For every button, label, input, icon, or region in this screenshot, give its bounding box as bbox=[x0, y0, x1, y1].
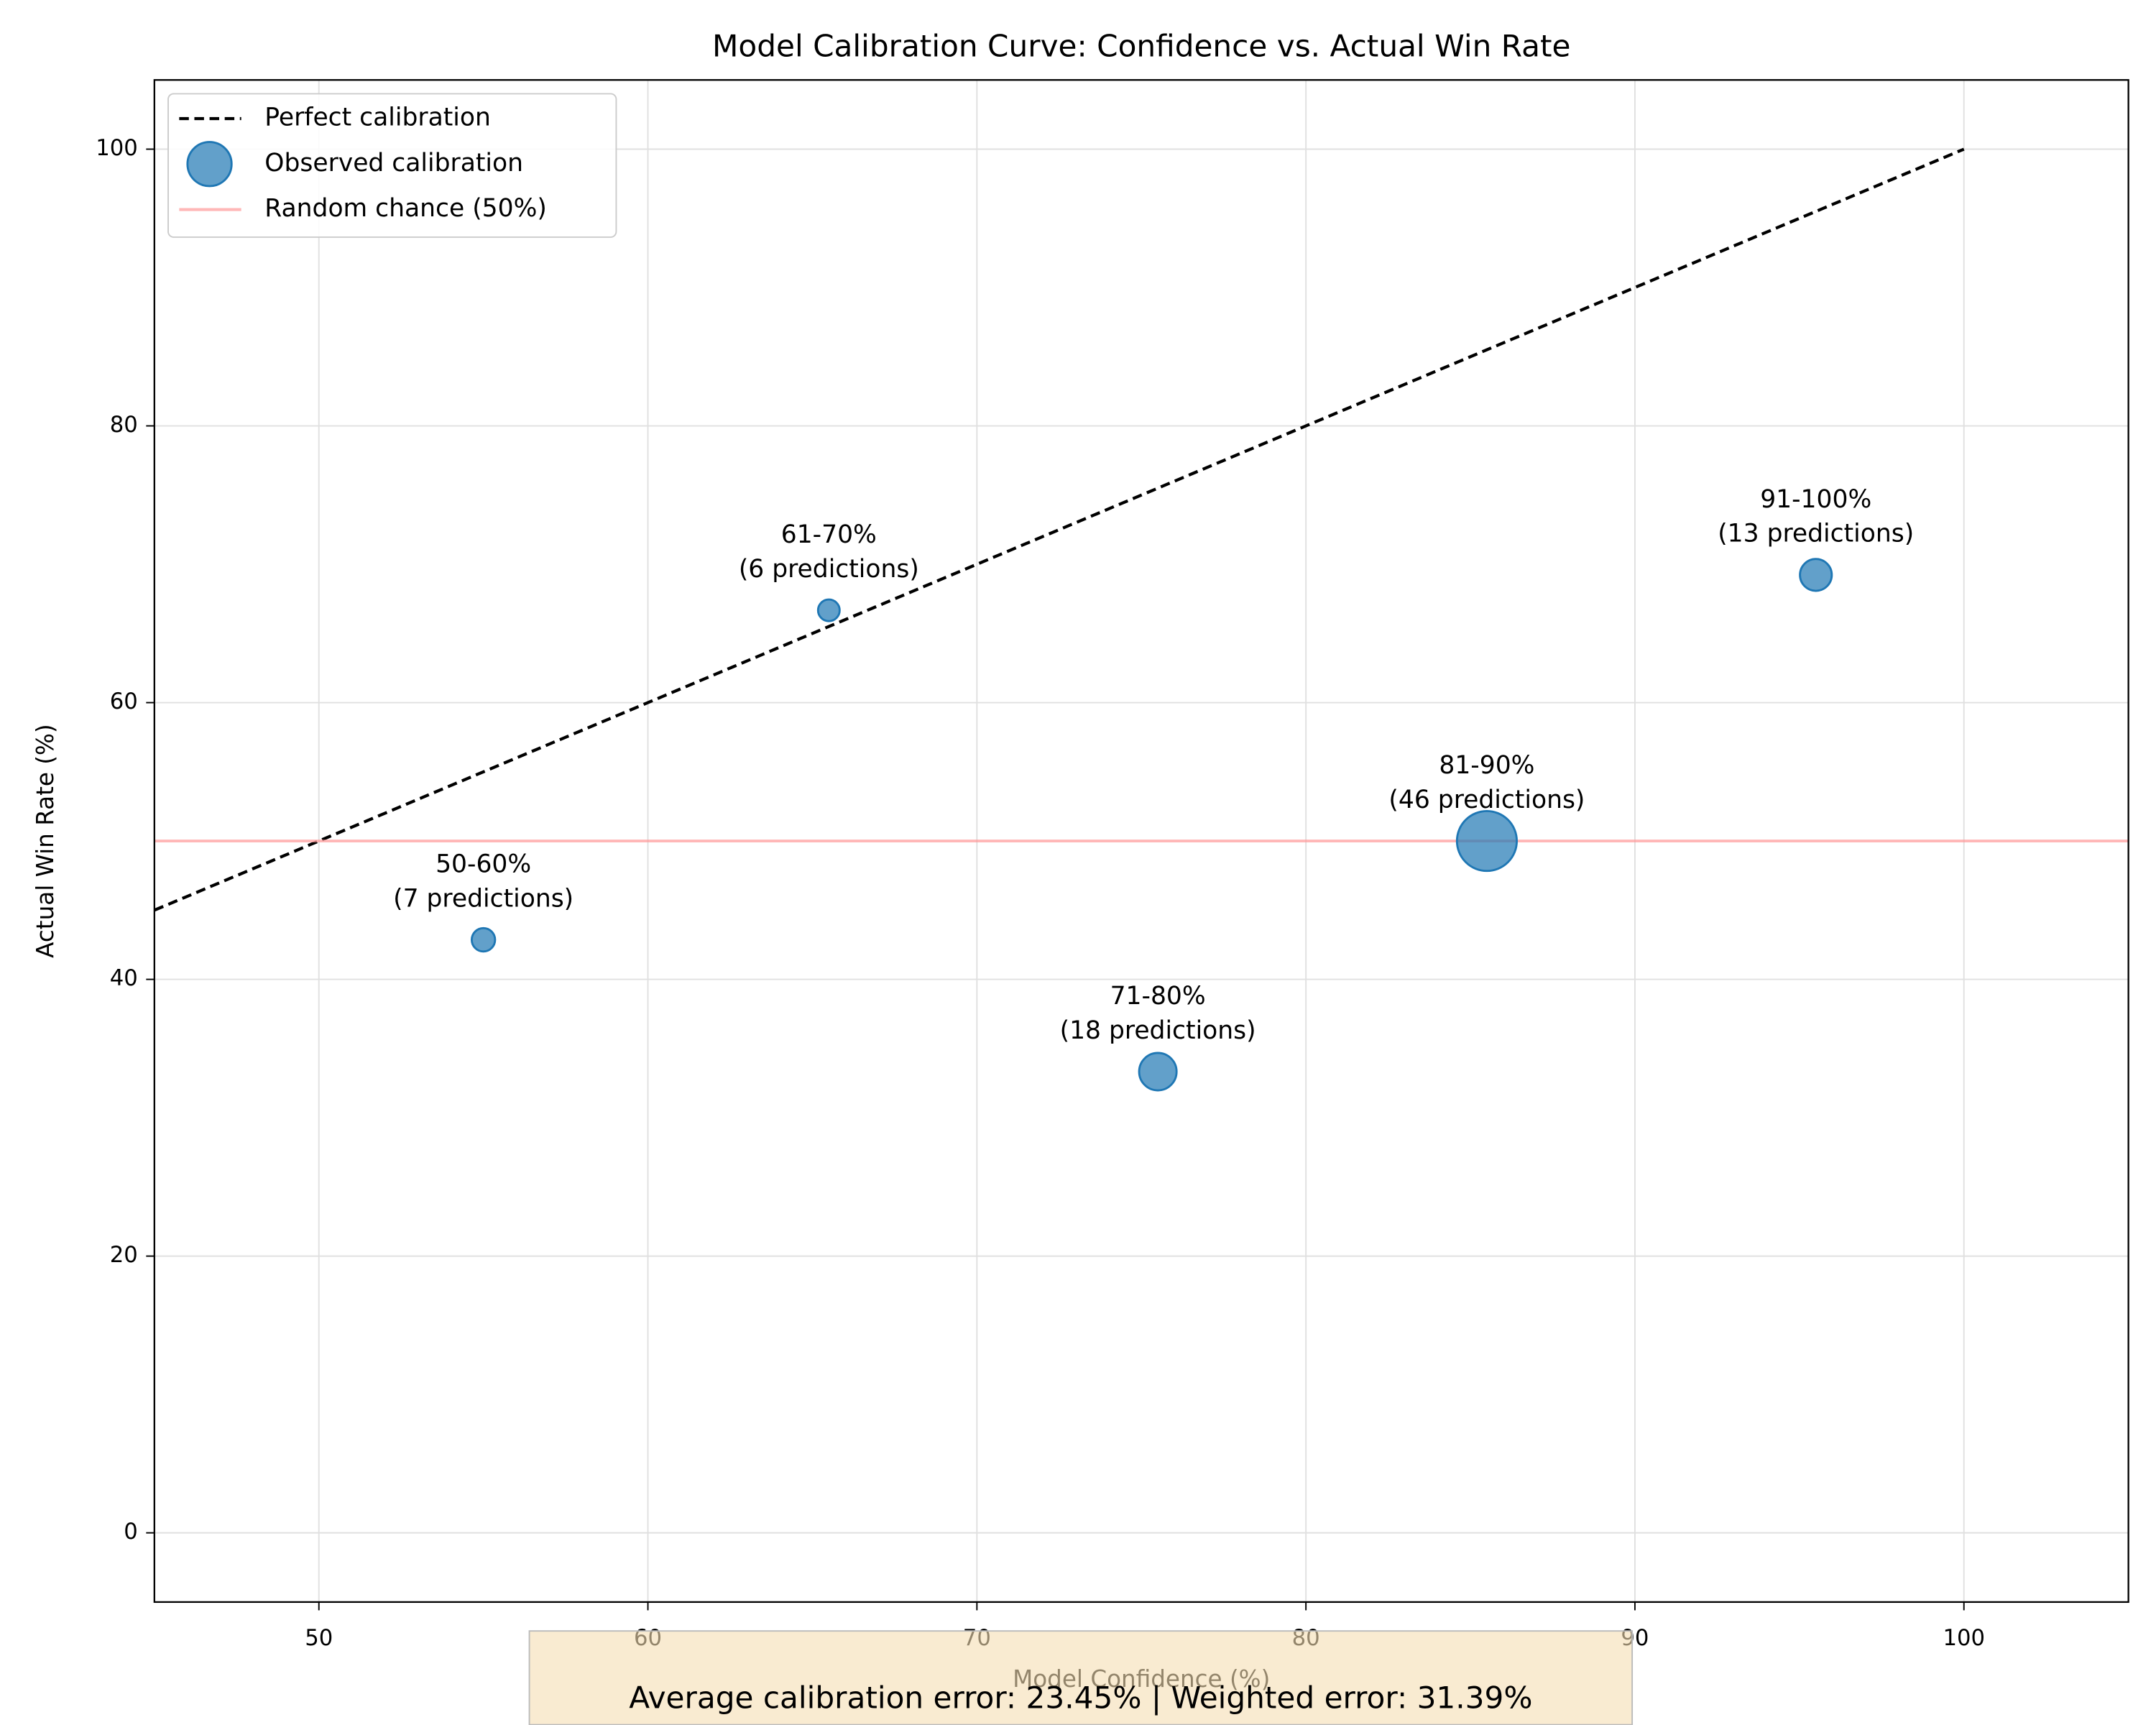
calibration-line bbox=[154, 147, 1965, 912]
bubble-sublabel: (6 predictions) bbox=[739, 555, 919, 584]
y-tick-label: 40 bbox=[110, 966, 138, 991]
y-tick-label: 80 bbox=[110, 413, 138, 438]
y-axis-label: Actual Win Rate (%) bbox=[32, 724, 59, 958]
bubble bbox=[1455, 810, 1518, 873]
chart-title: Model Calibration Curve: Confidence vs. … bbox=[712, 29, 1570, 64]
bubble-label: 61-70% bbox=[781, 520, 877, 549]
bubble bbox=[1799, 558, 1833, 592]
bubble-label: 81-90% bbox=[1439, 751, 1534, 780]
bubble-label: 91-100% bbox=[1760, 485, 1871, 514]
x-tick-label: 50 bbox=[305, 1626, 333, 1651]
bubble-label: 50-60% bbox=[436, 850, 531, 878]
y-tick-label: 60 bbox=[110, 689, 138, 714]
y-tick-label: 100 bbox=[96, 136, 138, 161]
x-tick-label: 100 bbox=[1943, 1626, 1985, 1651]
legend-marker bbox=[186, 141, 233, 188]
legend-box bbox=[167, 93, 617, 238]
legend-label: Random chance (50%) bbox=[264, 194, 547, 223]
plot-frame bbox=[153, 79, 2129, 1604]
bubble bbox=[816, 598, 841, 622]
y-tick-label: 20 bbox=[110, 1243, 138, 1268]
bubble-sublabel: (13 predictions) bbox=[1718, 520, 1914, 548]
bubble-label: 71-80% bbox=[1110, 982, 1206, 1011]
bubble bbox=[1138, 1052, 1178, 1092]
legend-label: Perfect calibration bbox=[264, 103, 491, 132]
plot-area bbox=[154, 147, 2129, 912]
bubble-sublabel: (46 predictions) bbox=[1388, 786, 1585, 814]
legend-label: Observed calibration bbox=[264, 149, 523, 178]
bubble-sublabel: (7 predictions) bbox=[393, 884, 573, 913]
bubble bbox=[470, 926, 497, 953]
bubble-sublabel: (18 predictions) bbox=[1060, 1016, 1256, 1045]
y-tick-label: 0 bbox=[124, 1519, 138, 1545]
footer-text: Average calibration error: 23.45% | Weig… bbox=[629, 1680, 1532, 1716]
